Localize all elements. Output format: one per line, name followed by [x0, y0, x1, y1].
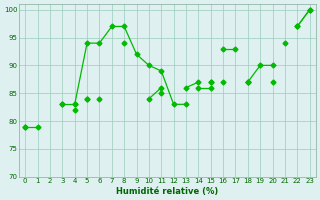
X-axis label: Humidité relative (%): Humidité relative (%) — [116, 187, 219, 196]
